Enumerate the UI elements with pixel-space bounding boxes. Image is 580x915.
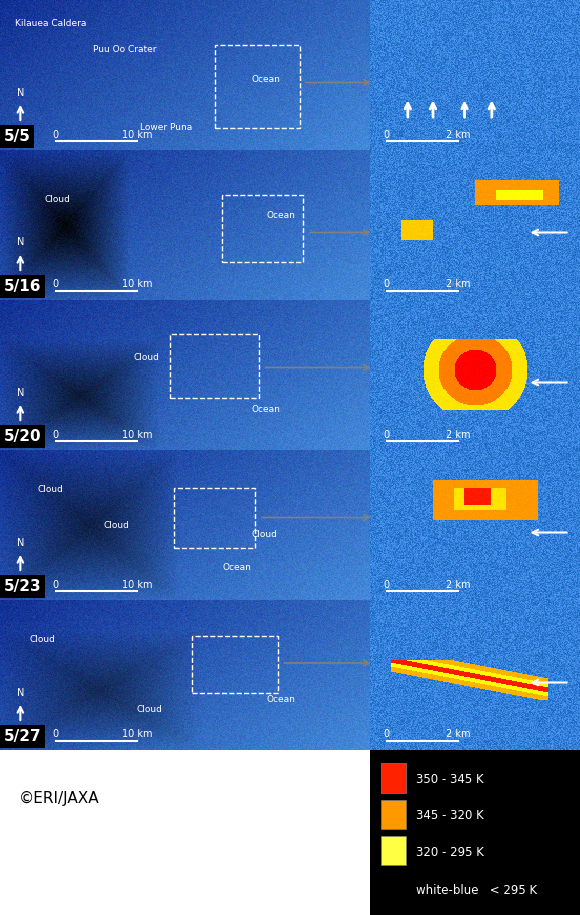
Text: N: N xyxy=(17,88,24,98)
Bar xyxy=(193,636,278,693)
Text: 0: 0 xyxy=(52,579,59,589)
Bar xyxy=(215,45,300,127)
Text: Ocean: Ocean xyxy=(266,695,295,704)
Bar xyxy=(380,835,406,866)
Text: 320 - 295 K: 320 - 295 K xyxy=(416,845,484,859)
Text: Cloud: Cloud xyxy=(45,196,70,204)
Text: 5/5: 5/5 xyxy=(3,129,31,144)
Text: Cloud: Cloud xyxy=(104,521,129,530)
Text: 2 km: 2 km xyxy=(446,429,470,439)
Text: N: N xyxy=(17,238,24,247)
Text: 10 km: 10 km xyxy=(122,429,152,439)
Text: 0: 0 xyxy=(52,429,59,439)
Text: 2 km: 2 km xyxy=(446,279,470,289)
Text: 0: 0 xyxy=(384,279,390,289)
Text: Ocean: Ocean xyxy=(252,76,281,84)
Text: 0: 0 xyxy=(52,130,59,139)
Bar xyxy=(222,195,303,263)
Text: Lower Puna: Lower Puna xyxy=(140,124,193,133)
Text: Cloud: Cloud xyxy=(133,353,159,362)
Text: N: N xyxy=(17,387,24,397)
Text: white-blue   < 295 K: white-blue < 295 K xyxy=(416,884,537,897)
Text: Kilauea Caldera: Kilauea Caldera xyxy=(15,18,86,27)
Text: 2 km: 2 km xyxy=(446,729,470,739)
Bar xyxy=(380,800,406,829)
Text: N: N xyxy=(17,687,24,697)
Text: 10 km: 10 km xyxy=(122,130,152,139)
Text: 2 km: 2 km xyxy=(446,579,470,589)
Bar xyxy=(170,335,259,397)
Text: 0: 0 xyxy=(384,130,390,139)
Text: 10 km: 10 km xyxy=(122,729,152,739)
Text: Ocean: Ocean xyxy=(222,563,251,572)
Text: Puu Oo Crater: Puu Oo Crater xyxy=(93,46,156,55)
Text: Cloud: Cloud xyxy=(37,485,63,494)
Text: ©ERI/JAXA: ©ERI/JAXA xyxy=(19,791,99,806)
Text: 345 - 320 K: 345 - 320 K xyxy=(416,810,484,823)
Text: 5/23: 5/23 xyxy=(3,579,41,594)
Text: Ocean: Ocean xyxy=(266,210,295,220)
Text: 5/27: 5/27 xyxy=(3,729,41,744)
Text: 0: 0 xyxy=(384,579,390,589)
Text: 5/16: 5/16 xyxy=(3,279,41,294)
Bar xyxy=(380,763,406,793)
Text: Cloud: Cloud xyxy=(30,635,56,644)
Text: 10 km: 10 km xyxy=(122,579,152,589)
Text: 5/20: 5/20 xyxy=(3,429,41,444)
Text: Cloud: Cloud xyxy=(252,530,277,539)
Bar xyxy=(174,488,255,547)
Text: Ocean: Ocean xyxy=(252,405,281,414)
Text: N: N xyxy=(17,537,24,547)
Text: 0: 0 xyxy=(384,429,390,439)
Text: 10 km: 10 km xyxy=(122,279,152,289)
Text: 0: 0 xyxy=(384,729,390,739)
Text: 350 - 345 K: 350 - 345 K xyxy=(416,773,484,786)
Text: Cloud: Cloud xyxy=(137,705,163,715)
Text: 2 km: 2 km xyxy=(446,130,470,139)
Text: 0: 0 xyxy=(52,729,59,739)
Text: 0: 0 xyxy=(52,279,59,289)
